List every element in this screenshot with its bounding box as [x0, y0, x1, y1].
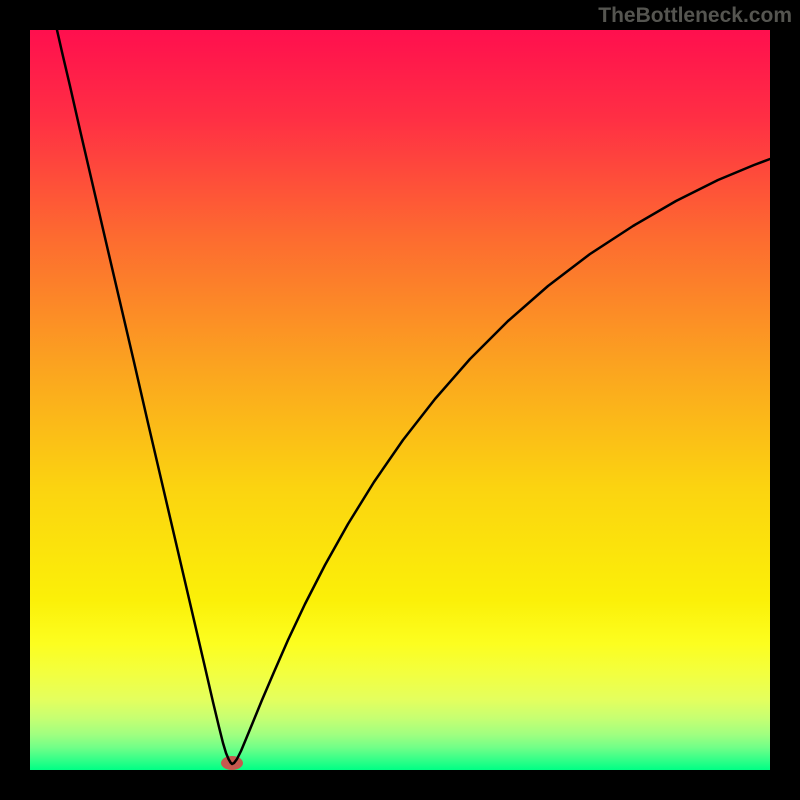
bottleneck-chart: [0, 0, 800, 800]
watermark-text: TheBottleneck.com: [598, 4, 792, 28]
plot-background: [30, 30, 770, 770]
chart-container: TheBottleneck.com: [0, 0, 800, 800]
